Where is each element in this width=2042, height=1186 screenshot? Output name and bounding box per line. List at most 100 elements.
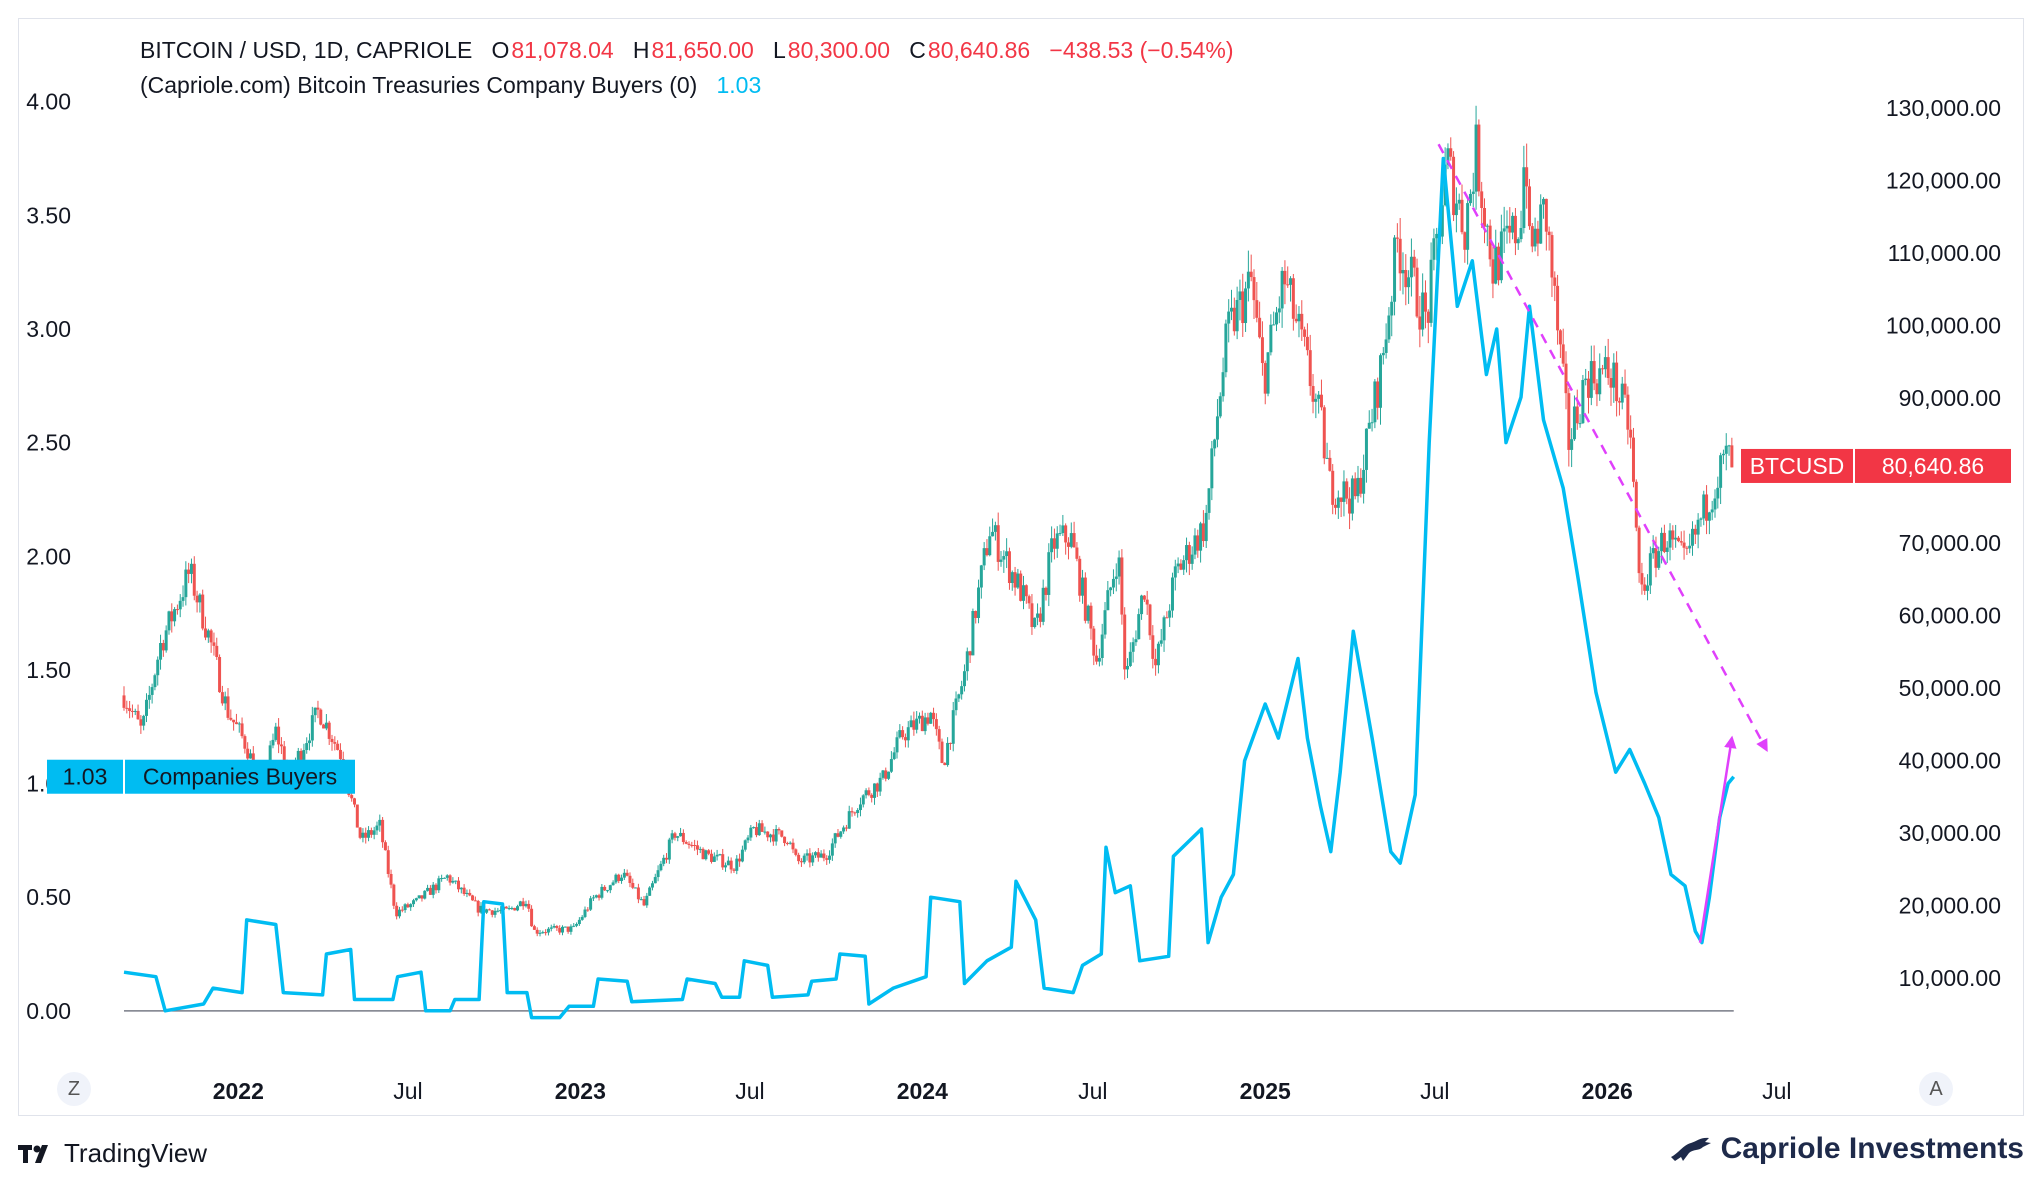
candle-body-208: [707, 850, 711, 854]
candle-body-563: [1705, 494, 1709, 521]
candle-body-489: [1497, 246, 1501, 281]
candle-body-35: [220, 692, 224, 704]
candle-body-31: [209, 630, 213, 643]
candle-body-529: [1609, 377, 1613, 388]
candle-body-10: [150, 687, 154, 695]
candle-body-510: [1556, 285, 1560, 331]
candle-body-278: [903, 737, 907, 741]
candle-body-449: [1384, 339, 1388, 353]
candle-body-162: [577, 919, 581, 925]
candle-body-150: [544, 932, 548, 934]
candle-body-525: [1598, 368, 1602, 395]
candle-body-77: [338, 749, 342, 760]
candle-body-524: [1595, 383, 1599, 395]
candle-body-112: [437, 878, 441, 891]
candle-body-315: [1007, 551, 1011, 584]
candle-body-363: [1142, 595, 1146, 600]
candle-body-66: [308, 740, 312, 744]
candle-body-155: [558, 928, 562, 933]
candle-body-71: [322, 724, 326, 729]
candle-body-187: [648, 887, 652, 896]
candle-body-443: [1367, 422, 1371, 429]
candle-body-75: [333, 742, 337, 744]
candle-body-321: [1024, 585, 1028, 597]
candle-body-106: [420, 895, 424, 899]
candle-body-507: [1547, 231, 1551, 236]
auto-scale-button[interactable]: A: [1919, 1072, 1953, 1106]
candle-body-518: [1578, 423, 1582, 425]
candle-body-120: [459, 887, 463, 890]
candle-body-472: [1449, 148, 1453, 157]
candle-body-344: [1089, 605, 1093, 629]
x-axis-tick-4: 2024: [897, 1078, 948, 1104]
candle-body-495: [1513, 215, 1517, 244]
candle-body-304: [977, 587, 981, 618]
left-axis-tick-1: 3.50: [26, 202, 71, 228]
candle-body-396: [1235, 299, 1239, 332]
candle-body-323: [1030, 603, 1034, 628]
candle-body-361: [1137, 614, 1141, 640]
candle-body-68: [313, 707, 317, 716]
candle-body-92: [381, 819, 385, 843]
candle-body-392: [1224, 323, 1228, 373]
candle-body-481: [1474, 124, 1478, 192]
candle-body-52: [268, 745, 272, 767]
candle-body-388: [1213, 439, 1217, 449]
candle-body-235: [783, 836, 787, 844]
candle-body-198: [679, 832, 683, 837]
candle-body-13: [159, 643, 163, 660]
candle-body-16: [167, 611, 171, 631]
candle-body-6: [139, 719, 143, 726]
candle-body-513: [1564, 363, 1568, 394]
candle-body-433: [1339, 497, 1343, 502]
timezone-left-button[interactable]: Z: [57, 1072, 91, 1106]
candle-body-247: [816, 852, 820, 858]
x-axis-tick-1: Jul: [393, 1078, 422, 1104]
candle-body-183: [636, 887, 640, 900]
candle-body-568: [1719, 455, 1723, 488]
candle-body-23: [187, 569, 191, 574]
candle-body-324: [1033, 617, 1037, 628]
price-chart[interactable]: 4.003.503.002.502.001.501.000.500.00130,…: [19, 19, 2025, 1117]
tradingview-brand: TradingView: [18, 1138, 207, 1169]
candle-body-245: [811, 855, 815, 863]
candle-body-418: [1297, 313, 1301, 322]
legend-low: 80,300.00: [787, 37, 891, 63]
candle-body-257: [844, 827, 848, 829]
candle-body-284: [920, 715, 924, 732]
candle-body-483: [1480, 191, 1484, 208]
candle-body-390: [1218, 396, 1222, 417]
candle-body-512: [1561, 344, 1565, 364]
candle-body-22: [184, 569, 188, 598]
candle-body-195: [670, 833, 674, 840]
candle-body-375: [1176, 563, 1180, 567]
candle-body-520: [1584, 378, 1588, 381]
candle-body-410: [1274, 312, 1278, 325]
candle-body-382: [1196, 535, 1200, 551]
candle-body-184: [639, 899, 643, 901]
candle-body-303: [974, 610, 978, 618]
candle-body-81: [350, 795, 354, 799]
candle-body-551: [1671, 530, 1675, 540]
candle-body-569: [1721, 453, 1725, 456]
legend-close: 80,640.86: [927, 37, 1031, 63]
candle-body-76: [336, 743, 340, 750]
candle-body-294: [948, 742, 952, 744]
candle-body-311: [996, 525, 1000, 562]
candle-body-426: [1319, 394, 1323, 408]
candle-body-33: [215, 645, 219, 658]
candle-body-440: [1359, 477, 1363, 494]
candle-body-101: [406, 904, 410, 908]
candle-body-139: [513, 907, 517, 911]
candle-body-202: [690, 844, 694, 846]
candle-body-463: [1423, 292, 1427, 312]
candle-body-146: [532, 926, 536, 930]
tradingview-text: TradingView: [64, 1138, 208, 1168]
candle-body-12: [156, 659, 160, 676]
candle-body-220: [740, 849, 744, 862]
candle-body-280: [909, 720, 913, 728]
candle-body-73: [327, 722, 331, 739]
candle-body-161: [575, 924, 579, 926]
candle-body-109: [428, 887, 432, 895]
candle-body-377: [1182, 560, 1186, 570]
